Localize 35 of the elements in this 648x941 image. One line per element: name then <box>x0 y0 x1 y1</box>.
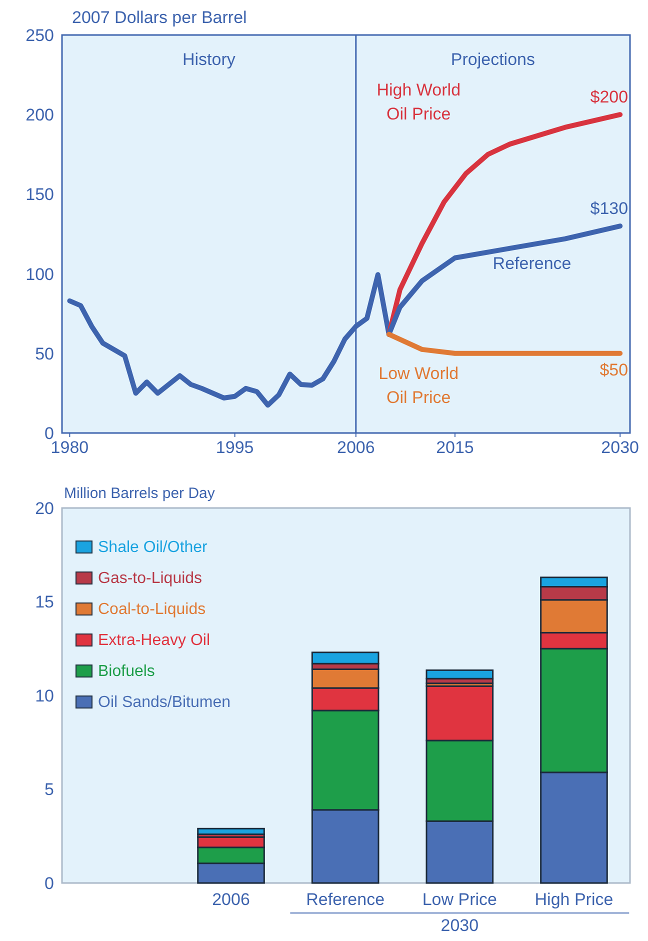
y-tick-label: 150 <box>26 185 54 204</box>
text: High World Oil Price <box>376 80 461 124</box>
text: 2030 <box>440 916 479 935</box>
legend-label: Gas-to-Liquids <box>98 570 202 587</box>
data-label: $50 <box>600 360 628 380</box>
legend-label: Biofuels <box>98 663 155 680</box>
y-tick-label: 50 <box>35 344 54 364</box>
legend-label: Coal-to-Liquids <box>98 601 206 618</box>
y-tick-label: 15 <box>35 592 54 612</box>
legend-label: Oil Sands/Bitumen <box>98 694 231 711</box>
y-tick-label: 100 <box>26 264 54 284</box>
y-tick-label: 250 <box>26 26 54 45</box>
x-tick-label: 2015 <box>436 438 474 457</box>
x-tick-label: 2030 <box>601 438 640 457</box>
y-tick-label: 5 <box>44 780 54 800</box>
y-tick-label: 10 <box>35 686 54 706</box>
x-tick-label: 2006 <box>336 438 375 457</box>
series-label: Reference <box>492 254 572 274</box>
legend-label: Extra-Heavy Oil <box>98 632 210 649</box>
legend-label: Shale Oil/Other <box>98 539 208 556</box>
y-tick-label: 0 <box>44 874 54 893</box>
x-tick-label: 2006 <box>212 890 250 909</box>
x-tick-label: Low Price <box>422 890 497 909</box>
y-axis-title: Million Barrels per Day <box>64 485 216 502</box>
data-label: $130 <box>590 199 628 218</box>
x-tick-label: Reference <box>306 890 385 909</box>
series-label: Low World Oil Price <box>378 364 459 407</box>
annotation: History <box>182 50 236 69</box>
y-tick-label: 20 <box>35 498 54 518</box>
y-tick-label: 200 <box>26 106 54 125</box>
annotation: Projections <box>450 50 536 69</box>
y-axis-title: 2007 Dollars per Barrel <box>72 8 247 27</box>
x-tick-label: High Price <box>534 890 614 909</box>
x-tick-label: 1995 <box>216 438 254 457</box>
data-label: $200 <box>590 88 628 107</box>
